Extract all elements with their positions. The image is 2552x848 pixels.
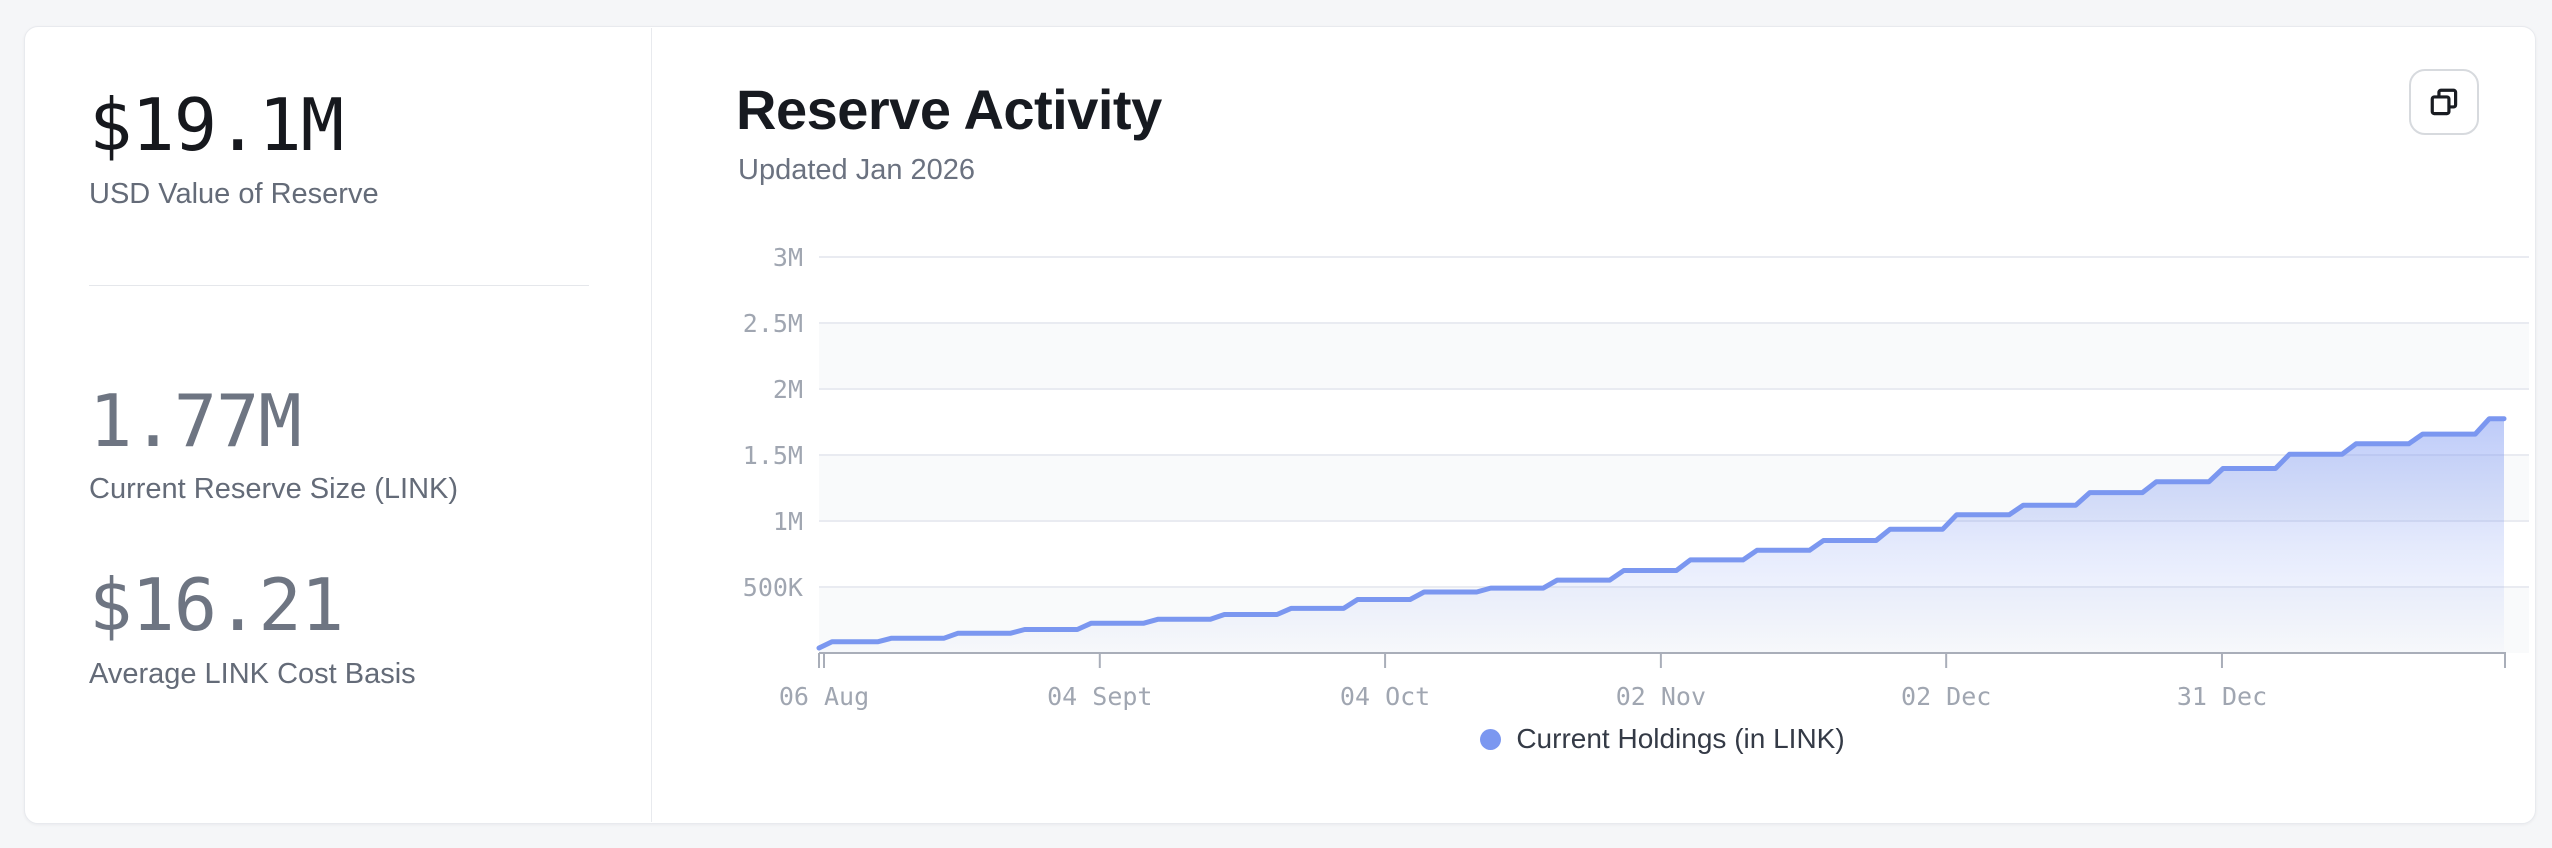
reserve-size-value: 1.77M	[89, 379, 302, 463]
panel-divider	[651, 28, 652, 822]
y-tick-label: 2M	[773, 375, 803, 404]
cost-basis-value: $16.21	[89, 563, 344, 647]
x-tick-label: 31 Dec	[2177, 682, 2267, 711]
x-tick-label: 06 Aug	[779, 682, 869, 711]
reserve-card: $19.1M USD Value of Reserve 1.77M Curren…	[24, 26, 2536, 824]
series-line	[816, 416, 2507, 651]
copy-chart-button[interactable]	[2409, 69, 2479, 135]
y-tick-label: 1.5M	[743, 441, 803, 470]
y-tick-label: 2.5M	[743, 309, 803, 338]
usd-reserve-value: $19.1M	[89, 83, 344, 167]
chart-subtitle: Updated Jan 2026	[738, 154, 976, 186]
y-tick-label: 3M	[773, 243, 803, 272]
y-tick-label: 500K	[743, 573, 803, 602]
legend-dot-icon	[1480, 728, 1502, 750]
stats-divider	[89, 285, 589, 286]
y-tick-label: 1M	[773, 507, 803, 536]
reserve-activity-chart: 500K 1M 1.5M 2M 2.5M 3M 06 Aug 04 Sept 04 Oct 02 …	[743, 243, 2529, 711]
copy-icon	[2428, 86, 2460, 118]
reserve-size-label: Current Reserve Size (LINK)	[89, 473, 459, 505]
legend-item-current-holdings[interactable]: Current Holdings (in LINK)	[819, 723, 2506, 755]
plot-band	[819, 323, 2529, 389]
usd-reserve-label: USD Value of Reserve	[89, 178, 379, 210]
x-tick-label: 02 Dec	[1901, 682, 1991, 711]
x-tick-label: 02 Nov	[1616, 682, 1706, 711]
legend-label: Current Holdings (in LINK)	[1516, 723, 1845, 754]
x-tick-label: 04 Oct	[1340, 682, 1430, 711]
series-area	[819, 418, 2504, 653]
cost-basis-label: Average LINK Cost Basis	[89, 658, 416, 690]
chart-title: Reserve Activity	[736, 78, 1162, 141]
x-tick-label: 04 Sept	[1047, 682, 1152, 711]
